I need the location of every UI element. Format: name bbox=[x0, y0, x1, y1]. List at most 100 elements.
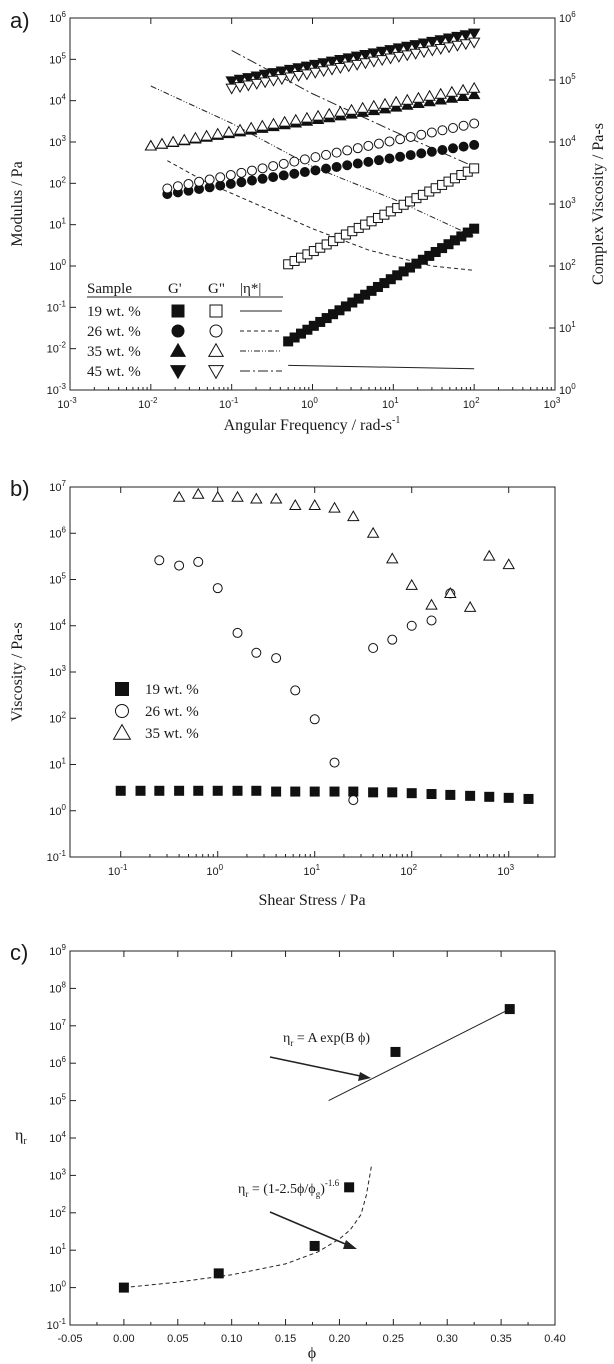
point-45-g-storage bbox=[292, 63, 305, 75]
point-26-g-loss bbox=[363, 140, 374, 151]
point-19-wt bbox=[406, 788, 417, 799]
panel-b-label: b) bbox=[10, 476, 30, 501]
point-26-g-loss bbox=[172, 181, 183, 192]
annotation-krieger-arrow bbox=[269, 1211, 351, 1247]
panel-c-frame bbox=[69, 950, 556, 1326]
point-26-wt bbox=[212, 583, 223, 594]
panel-b-frame bbox=[69, 486, 556, 858]
point-35-g-loss bbox=[144, 139, 158, 151]
point-35-wt bbox=[347, 510, 360, 522]
y2-tick-label: 105 bbox=[559, 72, 576, 87]
legend-symbols bbox=[169, 304, 282, 380]
point-45-g-storage bbox=[451, 31, 464, 43]
x-tick-label: 102 bbox=[400, 863, 417, 878]
y-tick-label: 10-1 bbox=[47, 299, 67, 314]
point-19-wt bbox=[115, 785, 126, 796]
point-35-g-loss bbox=[222, 125, 236, 137]
point-26-g-storage bbox=[426, 146, 437, 157]
point-45-g-storage bbox=[367, 48, 381, 60]
point-35-g-loss bbox=[300, 111, 314, 123]
y-tick-label: 101 bbox=[49, 757, 66, 772]
point-35-wt bbox=[425, 598, 438, 610]
point-19-wt bbox=[503, 792, 514, 803]
point-45-g-storage bbox=[442, 33, 456, 45]
point-35-g-loss bbox=[289, 113, 303, 125]
y-tick-label: 105 bbox=[49, 51, 66, 66]
point-19-wt bbox=[465, 790, 476, 801]
y-tick-label: 105 bbox=[49, 1093, 66, 1108]
point-26-g-storage bbox=[215, 180, 226, 191]
point-19-wt bbox=[368, 787, 379, 798]
point-45-g-loss bbox=[409, 48, 422, 60]
legend-symbol-g-loss bbox=[209, 304, 223, 318]
point-45-g-loss bbox=[325, 64, 339, 76]
panel-a-modulus-markers bbox=[144, 28, 481, 347]
x-tick-label: 101 bbox=[382, 396, 399, 411]
point-45-g-storage bbox=[233, 74, 247, 86]
point-26-g-storage bbox=[363, 156, 374, 167]
point-45-g-storage bbox=[242, 73, 255, 85]
point-35-g-loss bbox=[412, 91, 425, 103]
point-26-g-storage bbox=[268, 172, 279, 183]
panel-b-legend-35: 35 wt. % bbox=[145, 726, 199, 742]
y-tick-label: 104 bbox=[49, 93, 66, 108]
y2-tick-label: 102 bbox=[559, 258, 576, 273]
point-35-g-loss bbox=[233, 123, 247, 135]
point-45-g-storage bbox=[392, 43, 406, 55]
x-tick-label: 0.15 bbox=[275, 1333, 296, 1345]
point-35-g-loss bbox=[200, 129, 213, 141]
point-35-wt bbox=[269, 492, 283, 504]
point-35-g-loss bbox=[378, 97, 392, 109]
point-26-g-loss bbox=[373, 138, 384, 149]
point-45-g-loss bbox=[258, 77, 272, 89]
point-45-g-storage bbox=[459, 30, 473, 42]
x-tick-label: 0.30 bbox=[437, 1333, 458, 1345]
point-26-g-storage bbox=[331, 161, 342, 172]
point-26-g-loss bbox=[204, 174, 215, 185]
point-35-wt bbox=[172, 490, 186, 502]
point-35-g-loss bbox=[434, 87, 447, 99]
point-26-g-loss bbox=[426, 127, 437, 138]
point-26-g-loss bbox=[310, 152, 321, 163]
point-45-g-loss bbox=[359, 58, 372, 70]
point-19-wt bbox=[484, 791, 495, 802]
point-26-g-loss bbox=[257, 163, 268, 174]
point-45-g-loss bbox=[267, 75, 280, 87]
krieger-fit-line bbox=[123, 1164, 373, 1289]
point-35-wt bbox=[231, 490, 244, 502]
point-45-g-loss bbox=[442, 42, 456, 54]
point-26-g-loss bbox=[246, 165, 257, 176]
panel-c-y-axis-label: ηr bbox=[15, 1127, 27, 1147]
legend-symbol-g-loss bbox=[207, 365, 225, 380]
y-tick-label: 107 bbox=[49, 1018, 66, 1033]
y2-tick-label: 104 bbox=[559, 134, 576, 149]
point-45-g-storage bbox=[300, 61, 314, 73]
point-26-wt bbox=[348, 795, 359, 806]
y-tick-label: 101 bbox=[49, 217, 66, 232]
point-26-wt bbox=[232, 627, 243, 638]
x-tick-label: 10-2 bbox=[138, 396, 158, 411]
point-35-wt bbox=[366, 526, 380, 538]
point-26-g-loss bbox=[384, 136, 395, 147]
legend-symbol-g-loss bbox=[207, 342, 225, 357]
point-45-g-loss bbox=[250, 78, 264, 90]
point-26-g-storage bbox=[225, 178, 236, 189]
point-45-g-loss bbox=[467, 37, 481, 49]
panel-a-x-axis-label: Angular Frequency / rad-s-1 bbox=[224, 415, 401, 434]
panel-c-markers bbox=[118, 1004, 515, 1293]
point-35-g-loss bbox=[244, 121, 258, 133]
point-45-g-loss bbox=[225, 83, 238, 95]
point-35-wt bbox=[211, 490, 224, 502]
x-tick-label: 0.40 bbox=[544, 1333, 565, 1345]
point-35-g-loss bbox=[367, 99, 381, 111]
exponential-fit-line bbox=[328, 1007, 513, 1102]
panel-b-legend-symbols bbox=[112, 682, 132, 740]
y2-tick-label: 106 bbox=[559, 10, 576, 25]
y-tick-label: 109 bbox=[49, 943, 66, 958]
legend-row-26: 26 wt. % bbox=[87, 324, 141, 340]
point-35-g-loss bbox=[401, 93, 414, 105]
point-19-wt bbox=[309, 786, 320, 797]
x-tick-label: 100 bbox=[301, 396, 318, 411]
legend-row-19: 19 wt. % bbox=[87, 304, 141, 320]
legend-symbol-19 bbox=[115, 682, 129, 696]
